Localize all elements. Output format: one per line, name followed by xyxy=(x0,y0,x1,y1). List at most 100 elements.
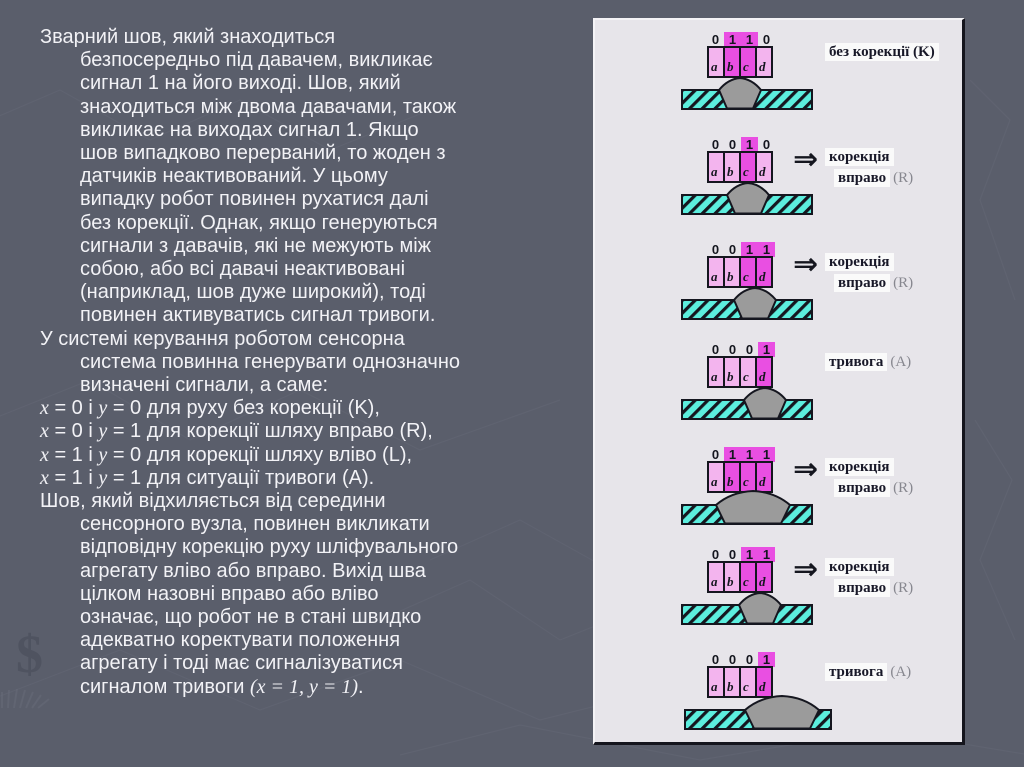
diagram-label-line: тривога (A) xyxy=(825,662,911,683)
weld-seam-graphic xyxy=(681,287,813,320)
bit-value: 1 xyxy=(741,242,758,257)
weld-seam-graphic xyxy=(681,490,813,525)
weld-seam-graphic xyxy=(681,387,813,420)
weld-seam xyxy=(743,387,787,420)
bit-value: 0 xyxy=(728,137,737,152)
label-code: (A) xyxy=(890,664,912,680)
weld-seam-graphic xyxy=(681,77,813,110)
bit-value: 1 xyxy=(741,447,758,462)
label-code: (R) xyxy=(893,170,914,186)
label-text: вправо xyxy=(834,479,891,497)
correction-arrow-icon: ⇒ xyxy=(793,452,819,487)
label-text: вправо xyxy=(834,274,891,292)
label-code: (R) xyxy=(893,480,914,496)
bit-value: 1 xyxy=(758,342,775,357)
signal-definition-A: x = 1 і y = 1 для ситуації тривоги (A). xyxy=(40,466,375,489)
diagram-label: корекція вправо (R) xyxy=(825,252,913,294)
var-x: x xyxy=(40,443,49,466)
diagram-label-line: вправо (R) xyxy=(834,168,913,189)
sensor-diagram-panel: 0 1 1 0 a b c d без корекції (K) 0 0 1 0 a b c d ⇒ корекці… xyxy=(593,18,965,745)
correction-arrow-icon: ⇒ xyxy=(793,552,819,587)
diagram-label: корекція вправо (R) xyxy=(825,557,913,599)
bit-value: 0 xyxy=(762,137,771,152)
bit-value: 1 xyxy=(758,447,775,462)
diagram-label-line: корекція xyxy=(825,557,913,578)
weld-seam xyxy=(715,490,791,525)
sensor-cell-c: c xyxy=(739,356,757,388)
bit-value: 1 xyxy=(724,447,741,462)
var-y: y xyxy=(98,420,108,443)
label-text: корекція xyxy=(825,558,894,576)
diagram-label-line: вправо (R) xyxy=(834,478,913,499)
label-text: без корекції (K) xyxy=(825,43,939,61)
weld-seam xyxy=(738,592,782,625)
sensor-diagram-row-5: 0 1 1 1 a b c d ⇒ корекція вправо (R) xyxy=(595,447,962,551)
var-y: y xyxy=(98,466,108,489)
diagram-label: тривога (A) xyxy=(825,662,911,683)
diagram-label-line: тривога (A) xyxy=(825,352,911,373)
weld-seam xyxy=(744,695,820,730)
diagram-label: корекція вправо (R) xyxy=(825,147,913,189)
bit-value: 0 xyxy=(728,547,737,562)
diagram-label: тривога (A) xyxy=(825,352,911,373)
diagram-label-line: вправо (R) xyxy=(834,578,913,599)
weld-seam-graphic xyxy=(684,695,832,730)
bit-value: 0 xyxy=(711,547,720,562)
bit-value: 0 xyxy=(745,342,754,357)
weld-seam-graphic xyxy=(681,182,813,215)
diagram-label-line: вправо (R) xyxy=(834,273,913,294)
weld-seam-graphic xyxy=(681,592,813,625)
sensor-diagram-row-4: 0 0 0 1 a b c d тривога (A) xyxy=(595,342,962,446)
var-y: y xyxy=(98,443,108,466)
bit-value: 0 xyxy=(745,652,754,667)
signal-definition-L: x = 1 і y = 0 для корекції шляху вліво (… xyxy=(40,443,413,466)
bit-value: 0 xyxy=(762,32,771,47)
dollar-watermark: $ xyxy=(16,624,43,684)
var-y: y xyxy=(98,397,108,420)
label-code: (A) xyxy=(890,354,912,370)
label-text: вправо xyxy=(834,169,891,187)
sensor-cell-d: d xyxy=(755,256,773,288)
sensor-cell-c: c xyxy=(739,561,757,593)
sensor-diagram-row-3: 0 0 1 1 a b c d ⇒ корекція вправо (R) xyxy=(595,242,962,346)
diagram-label: без корекції (K) xyxy=(825,42,939,63)
sensor-cell-d: d xyxy=(755,46,773,78)
label-code: (R) xyxy=(893,580,914,596)
label-text: тривога xyxy=(825,663,888,681)
bit-value: 0 xyxy=(711,342,720,357)
weld-seam xyxy=(718,77,762,110)
paragraph-deviation: Шов, який відхиляється від середини сенс… xyxy=(40,490,459,698)
sensor-cell-d: d xyxy=(755,561,773,593)
sensor-diagram-row-6: 0 0 1 1 a b c d ⇒ корекція вправо (R) xyxy=(595,547,962,651)
math-alarm-condition: (x = 1, y = 1) xyxy=(249,675,359,698)
diagram-label-line: корекція xyxy=(825,147,913,168)
label-text: корекція xyxy=(825,148,894,166)
paragraph-sensor-behavior: Зварний шов, який знаходиться безпосеред… xyxy=(40,26,457,327)
diagram-label: корекція вправо (R) xyxy=(825,457,913,499)
paragraph-control-system: У системі керування роботом сенсорна сис… xyxy=(40,327,460,397)
var-x: x xyxy=(40,420,49,443)
bit-value: 0 xyxy=(711,242,720,257)
sensor-diagram-row-2: 0 0 1 0 a b c d ⇒ корекція вправо (R) xyxy=(595,137,962,241)
bit-value: 0 xyxy=(711,137,720,152)
bit-value: 1 xyxy=(741,32,758,47)
sensor-cell-d: d xyxy=(755,356,773,388)
weld-seam xyxy=(733,287,777,320)
label-text: корекція xyxy=(825,458,894,476)
label-text: вправо xyxy=(834,579,891,597)
weld-seam xyxy=(726,182,770,215)
correction-arrow-icon: ⇒ xyxy=(793,142,819,177)
sensor-cell-d: d xyxy=(755,666,773,698)
label-text: корекція xyxy=(825,253,894,271)
bit-value: 1 xyxy=(741,137,758,152)
